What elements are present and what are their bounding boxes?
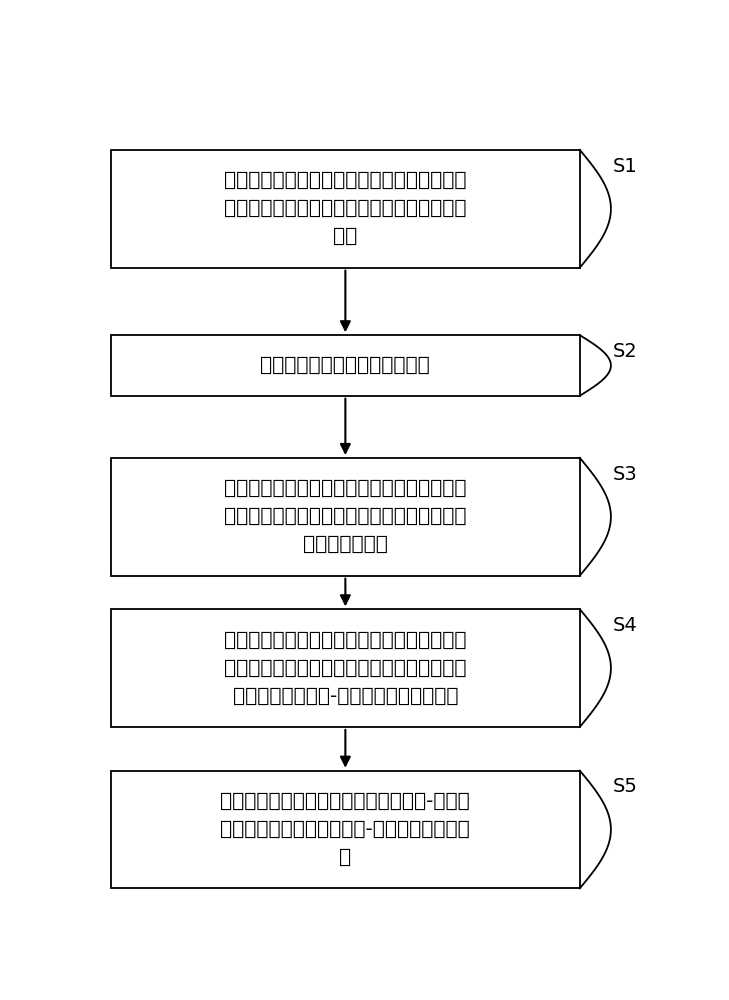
Text: 将批量子任务输入数据输入至任务自适应元学
习神经网络，训练得到任务自适应元学习神经
网络预训练模型: 将批量子任务输入数据输入至任务自适应元学 习神经网络，训练得到任务自适应元学习神… (224, 479, 467, 554)
Text: S1: S1 (612, 157, 637, 176)
Bar (111, 335, 580, 396)
Text: 构建任务自适应元学习神经网络: 构建任务自适应元学习神经网络 (260, 356, 430, 375)
Text: S3: S3 (612, 465, 637, 484)
Text: 定义子任务，根据定义的子任务对输入数据进
行预处理，得到任务自适应元学习神经网络的
输入: 定义子任务，根据定义的子任务对输入数据进 行预处理，得到任务自适应元学习神经网络… (224, 171, 467, 246)
Text: S5: S5 (612, 777, 637, 796)
Bar (111, 458, 580, 576)
Bar (111, 150, 580, 268)
Text: S2: S2 (612, 342, 637, 361)
Text: 将测试集中的所有支撑数据合并，将合并后的
数据用于调优任务自适应元学习神经网络预训
练模型，得到药物-靶蛋白亲和力预测模型: 将测试集中的所有支撑数据合并，将合并后的 数据用于调优任务自适应元学习神经网络预… (224, 631, 467, 706)
Text: 将元测试集中查询集的数据输入至药物-靶蛋白
亲和力预测模型，得到药物-靶蛋白亲和力预测
值: 将元测试集中查询集的数据输入至药物-靶蛋白 亲和力预测模型，得到药物-靶蛋白亲和… (220, 792, 470, 867)
Bar (111, 609, 580, 727)
Bar (111, 771, 580, 888)
Text: S4: S4 (612, 616, 637, 635)
